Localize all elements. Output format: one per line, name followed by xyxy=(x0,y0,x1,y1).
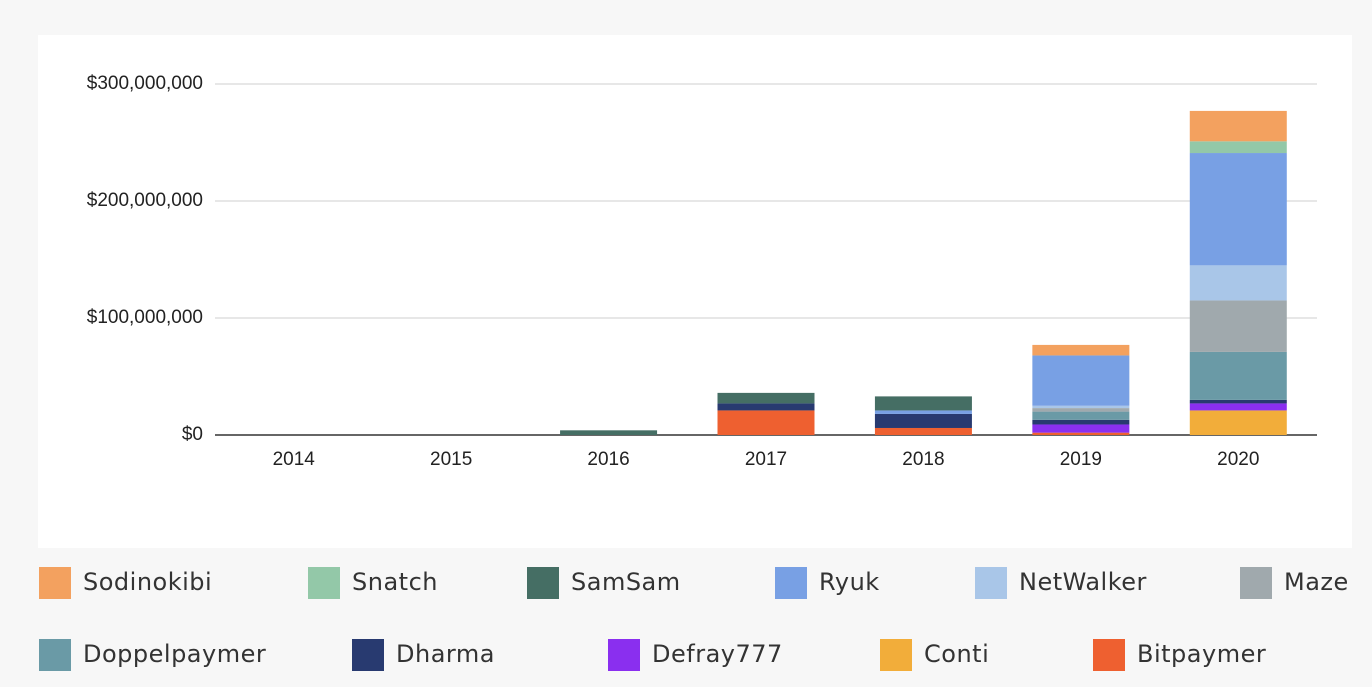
bar-segment xyxy=(717,410,815,435)
x-tick-label: 2018 xyxy=(902,449,944,470)
legend-swatch xyxy=(1240,567,1272,599)
y-tick-label: $0 xyxy=(182,424,203,445)
x-tick-label: 2016 xyxy=(587,449,629,470)
bar-segment xyxy=(1032,344,1130,356)
legend-label: Snatch xyxy=(352,568,438,596)
bar-segment xyxy=(874,427,972,435)
y-tick-label: $100,000,000 xyxy=(87,307,203,328)
legend-label: SamSam xyxy=(571,568,681,596)
legend-label: Bitpaymer xyxy=(1137,640,1266,668)
bar-segment xyxy=(1032,424,1130,433)
x-tick-label: 2020 xyxy=(1217,449,1259,470)
bar-segment xyxy=(1032,405,1130,409)
bar-segment xyxy=(1032,408,1130,412)
bar-segment xyxy=(874,410,972,414)
legend-label: Sodinokibi xyxy=(83,568,212,596)
bar-segment xyxy=(1189,300,1287,352)
bar-segment xyxy=(717,403,815,411)
bar-segment xyxy=(1189,265,1287,301)
bar-segment xyxy=(1189,110,1287,142)
bar-segment xyxy=(874,396,972,411)
legend-label: Doppelpaymer xyxy=(83,640,266,668)
legend-swatch xyxy=(880,639,912,671)
x-tick-label: 2019 xyxy=(1060,449,1102,470)
chart-panel xyxy=(38,35,1352,548)
bar-segment xyxy=(1189,351,1287,400)
bar-segment xyxy=(1189,403,1287,411)
bar-segment xyxy=(1189,153,1287,266)
bar-segment xyxy=(1189,399,1287,404)
legend-swatch xyxy=(608,639,640,671)
x-tick-label: 2014 xyxy=(273,449,316,470)
legend-swatch xyxy=(1093,639,1125,671)
bar-segment xyxy=(1189,410,1287,435)
bar-segment xyxy=(560,430,658,435)
legend-swatch xyxy=(308,567,340,599)
legend-label: Dharma xyxy=(396,640,495,668)
bar-segment xyxy=(717,392,815,404)
legend-swatch xyxy=(39,567,71,599)
legend-label: Maze xyxy=(1284,568,1349,596)
x-tick-label: 2015 xyxy=(430,449,472,470)
y-tick-label: $300,000,000 xyxy=(87,73,203,94)
legend-swatch xyxy=(775,567,807,599)
legend-label: NetWalker xyxy=(1019,568,1147,596)
legend-swatch xyxy=(39,639,71,671)
bar-segment xyxy=(1032,432,1130,435)
bar-segment xyxy=(1189,141,1287,154)
bar-segment xyxy=(1032,355,1130,406)
legend-swatch xyxy=(975,567,1007,599)
x-tick-label: 2017 xyxy=(745,449,787,470)
legend-swatch xyxy=(352,639,384,671)
legend-label: Defray777 xyxy=(652,640,783,668)
bar-segment xyxy=(1032,419,1130,425)
bar-segment xyxy=(1032,411,1130,420)
legend-swatch xyxy=(527,567,559,599)
bar-segment xyxy=(874,413,972,428)
y-tick-label: $200,000,000 xyxy=(87,190,203,211)
legend-label: Conti xyxy=(924,640,989,668)
legend-label: Ryuk xyxy=(819,568,880,596)
